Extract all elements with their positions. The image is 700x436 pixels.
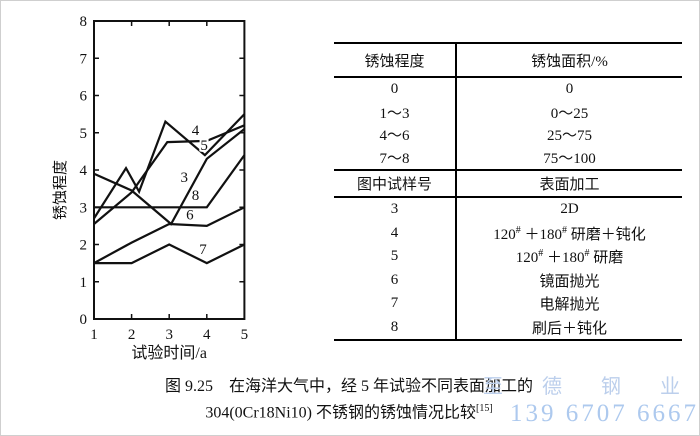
figure-caption-line1: 图 9.25 在海洋大气中，经 5 年试验不同表面加工的	[164, 378, 533, 395]
table-cell: 刷后＋钝化	[531, 320, 607, 337]
table-row: 5 120# ＋180# 研磨	[334, 245, 682, 269]
table-row: 1～3 0～25	[334, 100, 682, 124]
table-cell: 6	[334, 268, 457, 292]
table-cell: 120# ＋180# 研磨	[515, 248, 624, 267]
table-header-cell: 锈蚀程度	[334, 44, 457, 76]
table-header-row: 锈蚀程度 锈蚀面积/%	[334, 44, 682, 78]
y-tick-label: 4	[80, 163, 88, 179]
y-tick-label: 6	[80, 89, 88, 105]
table-cell: 4	[334, 221, 457, 245]
series-line-7	[94, 243, 245, 265]
series-line-8	[94, 154, 246, 209]
y-axis-title: 锈蚀程度	[52, 160, 69, 220]
y-tick-label: 5	[80, 126, 88, 142]
plot-frame	[93, 20, 246, 320]
series-line-6	[93, 206, 245, 265]
table-row: 3 2D	[334, 198, 682, 222]
x-tick-label: 4	[203, 327, 211, 343]
x-tick-label: 3	[165, 327, 173, 343]
table-cell: 1～3	[334, 100, 457, 124]
table-row: 0 0	[334, 78, 682, 101]
watermark-phone: 139 6707 6667	[510, 400, 699, 427]
x-tick-label: 2	[128, 327, 136, 343]
figure-caption: 图 9.25 在海洋大气中，经 5 年试验不同表面加工的 304(0Cr18Ni…	[1, 376, 697, 424]
table-cell: 7～8	[334, 146, 457, 169]
table-cell: 8	[334, 315, 457, 339]
table-row: 4 120# ＋180# 研磨＋钝化	[334, 221, 682, 245]
series-line-4	[93, 124, 245, 225]
table-cell: 4～6	[334, 123, 457, 147]
y-tick-label: 0	[80, 312, 88, 328]
series-line-3	[93, 128, 246, 226]
series-line-5	[93, 113, 246, 219]
series-label-4: 4	[192, 123, 200, 139]
table-row: 7～8 75～100	[334, 146, 682, 169]
table-cell: 7	[334, 292, 457, 316]
table-header-row: 图中试样号 表面加工	[334, 169, 682, 198]
table-cell: 0～25	[550, 105, 589, 122]
y-tick-label: 7	[80, 51, 88, 67]
series-label-7: 7	[199, 242, 207, 258]
rust-table: 锈蚀程度 锈蚀面积/% 0 0 1～3 0～25 4～6 25～75 7～8 7…	[334, 42, 682, 341]
table-cell: 120# ＋180# 研磨＋钝化	[493, 224, 646, 243]
table-cell: 0	[334, 78, 457, 101]
table-cell: 电解抛光	[539, 297, 600, 314]
x-axis-title: 试验时间/a	[131, 344, 207, 362]
table-cell: 75～100	[543, 151, 596, 168]
x-tick-label: 1	[90, 327, 98, 343]
table-row: 4～6 25～75	[334, 123, 682, 147]
table-header-cell: 锈蚀面积/%	[531, 53, 608, 70]
y-tick-label: 3	[80, 200, 88, 216]
table-header-cell: 图中试样号	[334, 171, 457, 196]
table-row: 6 镜面抛光	[334, 268, 682, 292]
series-label-3: 3	[180, 170, 188, 186]
table-header-cell: 表面加工	[539, 177, 600, 193]
table-cell: 镜面抛光	[539, 273, 600, 290]
figure-caption-line2: 304(0Cr18Ni10) 不锈钢的锈蚀情况比较[15]	[205, 403, 493, 422]
series-label-6: 6	[186, 207, 194, 223]
y-tick-label: 8	[80, 14, 88, 30]
table-row: 7 电解抛光	[334, 292, 682, 316]
watermark-company: 至 德 钢 业	[483, 376, 697, 398]
x-tick-label: 5	[241, 327, 249, 343]
series-label-8: 8	[192, 188, 200, 204]
series-label-5: 5	[200, 138, 208, 154]
table-row: 8 刷后＋钝化	[334, 315, 682, 339]
y-tick-label: 2	[80, 238, 88, 254]
watermark: 至 德 钢 业 139 6707 6667	[483, 377, 699, 426]
y-tick-label: 1	[80, 275, 88, 291]
table-cell: 25～75	[546, 128, 592, 145]
table-cell: 0	[565, 80, 574, 97]
table-cell: 3	[334, 198, 457, 222]
table-cell: 5	[334, 245, 457, 269]
table-cell: 2D	[560, 201, 579, 218]
reference-mark: [15]	[476, 403, 493, 414]
